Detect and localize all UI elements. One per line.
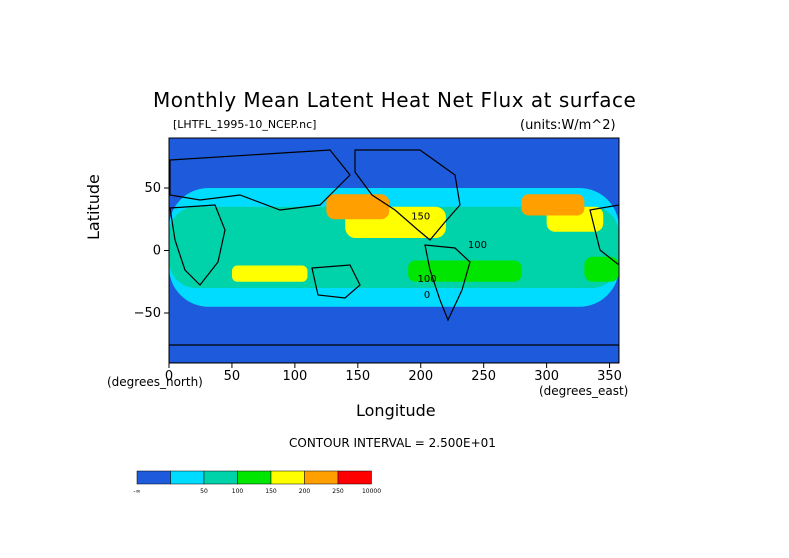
- colorbar-tick-label: 100: [232, 488, 244, 495]
- land-outline-south-america: [424, 244, 471, 322]
- heatmap-region-gulf-stream: [521, 194, 585, 216]
- colorbar-swatch: [237, 470, 272, 485]
- heatmap-region-s-indian-subtropics: [231, 265, 308, 282]
- x-tick-label: 100: [282, 369, 307, 384]
- contour-label: 150: [411, 211, 430, 222]
- colorbar-swatch: [337, 470, 372, 485]
- land-outline-africa: [169, 204, 226, 286]
- y-tick-label: 50: [144, 181, 161, 196]
- contour-label: 100: [468, 240, 487, 251]
- colorbar-swatch: [203, 470, 238, 485]
- x-tick-label: 150: [345, 369, 370, 384]
- heatmap-field: [169, 138, 619, 363]
- x-unit-note: (degrees_east): [539, 384, 629, 398]
- y-tick-label: 0: [153, 244, 161, 259]
- plot-area: 150 100 100 0: [168, 137, 620, 364]
- x-axis-label: Longitude: [356, 401, 436, 420]
- x-tick-label: 300: [534, 369, 559, 384]
- units-label: (units:W/m^2): [520, 118, 616, 133]
- file-name-label: [LHTFL_1995-10_NCEP.nc]: [173, 118, 317, 131]
- colorbar-swatch: [170, 470, 205, 485]
- heatmap-region-s-pacific-subtropics: [408, 260, 522, 282]
- axes: 0 50 100 150 200 250 300 350 −50 0 50: [134, 181, 622, 384]
- contour-label: 100: [417, 274, 436, 285]
- heatmap-region-s-atlantic-subtropics: [584, 256, 619, 282]
- x-tick-label: 0: [165, 369, 173, 384]
- land-outline-antarctica: [169, 344, 619, 363]
- x-tick-label: 200: [408, 369, 433, 384]
- land-outline-africa-east: [589, 204, 619, 266]
- y-unit-note: (degrees_north): [107, 375, 203, 389]
- colorbar: -∞ 50 100 150 200 250 10000: [133, 470, 381, 495]
- x-tick-label: 50: [224, 369, 241, 384]
- colorbar-swatch: [270, 470, 305, 485]
- colorbar-tick-label: 200: [299, 488, 311, 495]
- y-tick-label: −50: [134, 306, 161, 321]
- colorbar-tick-label: 50: [200, 488, 208, 495]
- land-outline-australia: [311, 264, 361, 299]
- chart-title: Monthly Mean Latent Heat Net Flux at sur…: [153, 88, 637, 112]
- x-tick-label: 350: [597, 369, 622, 384]
- heatmap-region-kuroshio: [326, 194, 390, 220]
- colorbar-tick-label: 150: [265, 488, 277, 495]
- colorbar-swatch: [136, 470, 171, 485]
- colorbar-tick-label: 10000: [362, 488, 381, 495]
- x-tick-label: 250: [471, 369, 496, 384]
- land-outline-eurasia: [169, 149, 351, 211]
- colorbar-swatch: [304, 470, 339, 485]
- contour-label: 0: [424, 290, 430, 301]
- contour-interval-label: CONTOUR INTERVAL = 2.500E+01: [289, 436, 496, 450]
- colorbar-tick-label: 250: [332, 488, 344, 495]
- colorbar-tick-label: -∞: [133, 488, 140, 495]
- land-outline-north-america: [354, 149, 461, 241]
